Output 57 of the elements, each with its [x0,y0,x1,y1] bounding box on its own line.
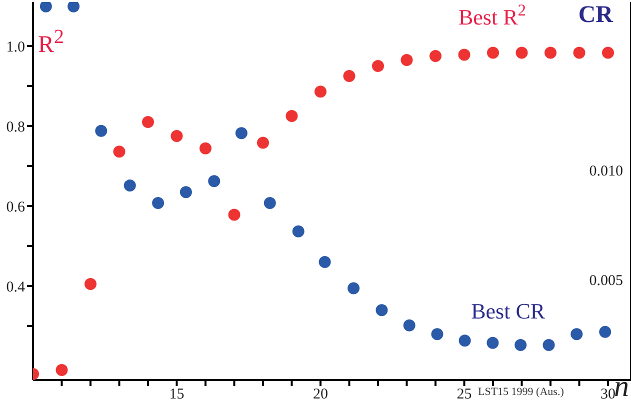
point [228,208,240,221]
point [542,339,555,352]
x-tick-label: 25 [456,386,472,403]
point [95,124,108,137]
point [599,326,612,338]
y2-tick-label: 0.005 [589,272,623,289]
point [286,110,298,122]
point [292,225,304,238]
y2-tick-label: 0.010 [589,164,623,180]
point [372,60,384,72]
point [343,70,356,82]
text: LST15 1999 (Aus.) [478,386,564,398]
x-tick-label: 30 [600,386,616,403]
point [314,86,326,98]
point [458,334,471,347]
x-axis-title: n [614,370,629,404]
y-axis-title: R$^{2}$ [38,26,64,59]
x-tick-label: 15 [169,386,184,403]
point [142,116,154,128]
point [113,146,126,158]
point [152,197,164,210]
series-label: Best CR [471,298,546,324]
point [516,46,528,59]
y2-axis-title: CR [578,2,613,29]
point [124,180,136,192]
point [430,50,442,62]
y-tick-label: 0.6 [6,199,26,216]
point [348,282,360,294]
point [180,186,192,198]
y-tick-label: 0.4 [6,279,26,296]
point [208,175,220,188]
point [200,142,212,154]
point [56,364,68,376]
point [257,136,269,149]
point [458,48,470,61]
y-tick-label: 0.8 [6,119,25,136]
point [573,46,586,59]
point [318,256,331,268]
x-tick-label: 20 [313,386,328,403]
point [40,2,52,12]
point [431,328,444,340]
point [602,46,614,59]
point [68,2,80,12]
point [264,197,276,210]
point [570,328,583,340]
point [84,278,96,290]
point [400,54,413,66]
point [170,130,183,142]
y-tick-label: 1.0 [6,39,25,56]
point [487,46,499,59]
point [514,339,527,352]
point [376,304,388,316]
point [235,127,248,140]
point [544,46,556,59]
point [403,319,416,332]
series-label: Best R$^{2}$ [458,0,526,30]
point [486,336,499,349]
